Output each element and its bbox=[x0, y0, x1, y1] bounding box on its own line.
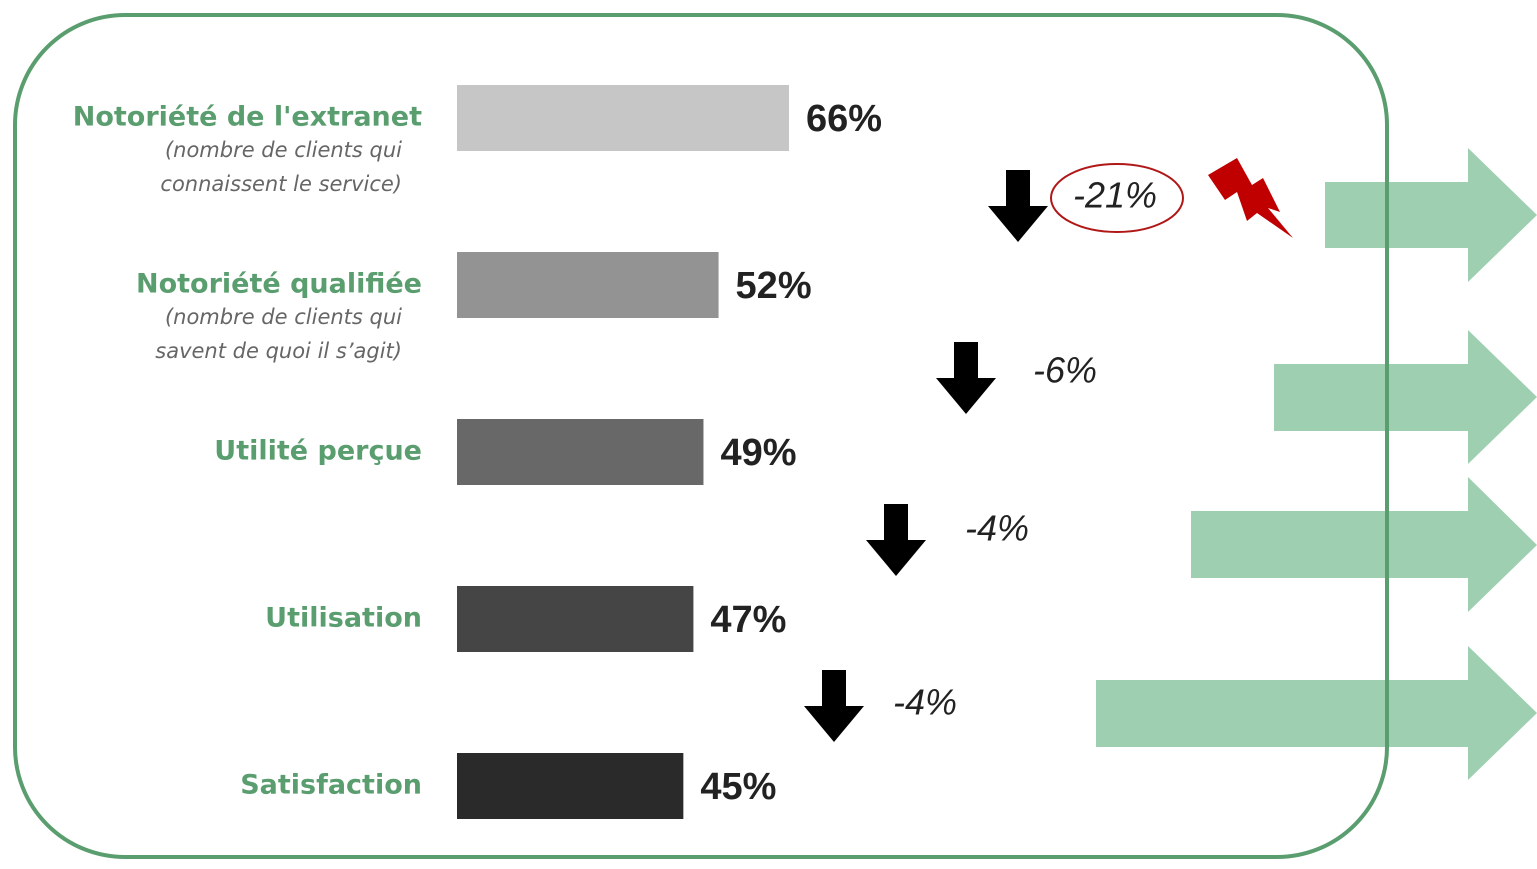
bar bbox=[457, 586, 694, 652]
drop-arrow bbox=[988, 170, 1048, 242]
category-note: connaissent le service) bbox=[160, 172, 402, 196]
drop-arrow bbox=[866, 504, 926, 576]
value-label: 45% bbox=[700, 766, 776, 808]
category-label: Satisfaction bbox=[240, 770, 422, 801]
category-label: Notoriété de l'extranet bbox=[73, 102, 422, 133]
category-label: Utilisation bbox=[265, 603, 422, 634]
value-label: 47% bbox=[710, 599, 786, 641]
bar bbox=[457, 419, 704, 485]
value-label: 49% bbox=[720, 432, 796, 474]
green-arrows bbox=[1096, 148, 1537, 780]
bar bbox=[457, 753, 684, 819]
frame bbox=[13, 13, 1389, 859]
category-note: (nombre de clients qui bbox=[165, 138, 402, 162]
change-label: -4% bbox=[965, 508, 1029, 549]
value-label: 52% bbox=[736, 265, 812, 307]
category-note: (nombre de clients qui bbox=[165, 305, 402, 329]
highlight-ellipse bbox=[1050, 163, 1184, 233]
change-label: -4% bbox=[893, 682, 957, 723]
bar bbox=[457, 252, 719, 318]
drop-arrow bbox=[936, 342, 996, 414]
lightning-icon bbox=[1208, 158, 1293, 238]
change-label: -6% bbox=[1033, 350, 1097, 391]
change-label: -21% bbox=[1073, 175, 1157, 216]
category-note: savent de quoi il s’agit) bbox=[155, 339, 402, 363]
drop-arrow bbox=[804, 670, 864, 742]
bar bbox=[457, 85, 789, 151]
category-label: Notoriété qualifiée bbox=[136, 269, 422, 300]
category-label: Utilité perçue bbox=[214, 436, 422, 467]
value-label: 66% bbox=[806, 98, 882, 140]
